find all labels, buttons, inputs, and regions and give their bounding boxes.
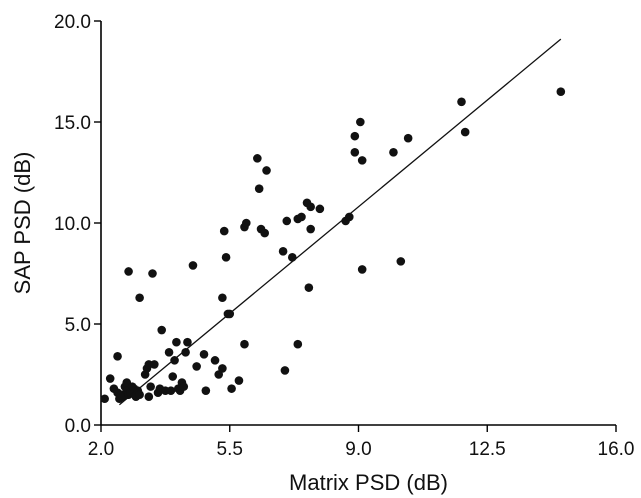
- data-point: [188, 261, 198, 270]
- regression-line: [118, 38, 562, 406]
- data-point: [227, 384, 236, 393]
- data-point: [172, 337, 181, 347]
- data-point: [157, 325, 166, 335]
- data-point: [183, 337, 192, 347]
- data-point: [306, 202, 315, 212]
- data-point: [356, 117, 365, 127]
- data-point: [168, 372, 178, 381]
- data-point: [170, 356, 179, 365]
- data-point: [282, 216, 292, 226]
- data-point: [254, 184, 264, 193]
- data-point: [135, 293, 144, 303]
- data-point: [315, 204, 325, 214]
- data-point: [350, 131, 360, 141]
- data-point: [199, 350, 209, 359]
- data-point: [100, 394, 109, 404]
- data-point: [179, 382, 189, 391]
- data-point: [396, 257, 406, 266]
- data-point: [357, 265, 367, 274]
- x-tick-label: 12.5: [469, 439, 506, 460]
- data-point: [210, 356, 220, 365]
- data-point: [135, 390, 144, 400]
- data-point: [192, 362, 201, 371]
- x-tick-label: 2.0: [88, 439, 114, 460]
- data-point: [242, 218, 251, 228]
- data-point: [201, 386, 211, 395]
- data-point: [124, 267, 133, 276]
- data-point: [166, 386, 176, 395]
- y-tick-label: 20.0: [54, 12, 91, 33]
- data-point: [113, 352, 122, 361]
- data-point: [144, 392, 154, 402]
- x-tick-label: 16.0: [598, 439, 635, 460]
- data-point: [260, 228, 269, 238]
- x-axis-title: Matrix PSD (dB): [289, 470, 448, 495]
- data-point: [345, 212, 354, 222]
- y-tick-label: 15.0: [54, 113, 91, 134]
- data-point: [297, 212, 306, 222]
- data-point: [150, 360, 159, 369]
- data-point: [293, 339, 303, 349]
- y-tick-label: 5.0: [65, 315, 91, 336]
- axes: [100, 21, 616, 426]
- data-point: [218, 364, 227, 373]
- data-point: [357, 156, 367, 165]
- y-axis-title: SAP PSD (dB): [10, 152, 35, 295]
- data-point: [234, 376, 244, 385]
- data-point: [219, 226, 229, 236]
- data-point: [164, 347, 174, 357]
- data-point: [350, 148, 360, 157]
- data-point: [262, 166, 271, 175]
- data-point: [240, 339, 249, 349]
- data-point: [253, 154, 262, 163]
- data-point: [403, 133, 413, 143]
- data-point: [278, 246, 288, 256]
- data-point: [280, 366, 290, 375]
- data-point: [460, 127, 470, 137]
- data-point: [389, 148, 398, 157]
- y-tick-label: 10.0: [54, 214, 91, 235]
- data-point: [306, 224, 315, 234]
- data-point: [304, 283, 314, 292]
- data-points: [100, 87, 566, 404]
- data-point: [105, 374, 115, 383]
- x-tick-label: 5.5: [217, 439, 243, 460]
- data-point: [181, 347, 190, 357]
- data-point: [221, 253, 231, 262]
- data-point: [218, 293, 227, 303]
- data-point: [287, 253, 297, 262]
- data-point: [148, 269, 157, 278]
- data-point: [556, 87, 566, 96]
- data-point: [146, 382, 155, 391]
- data-point: [457, 97, 466, 107]
- ticks: 2.0 5.5 9.0 12.5 16.0 0.0 5.0 10.0 15.0 20.0: [54, 12, 634, 460]
- y-tick-label: 0.0: [65, 416, 91, 437]
- x-tick-label: 9.0: [345, 439, 371, 460]
